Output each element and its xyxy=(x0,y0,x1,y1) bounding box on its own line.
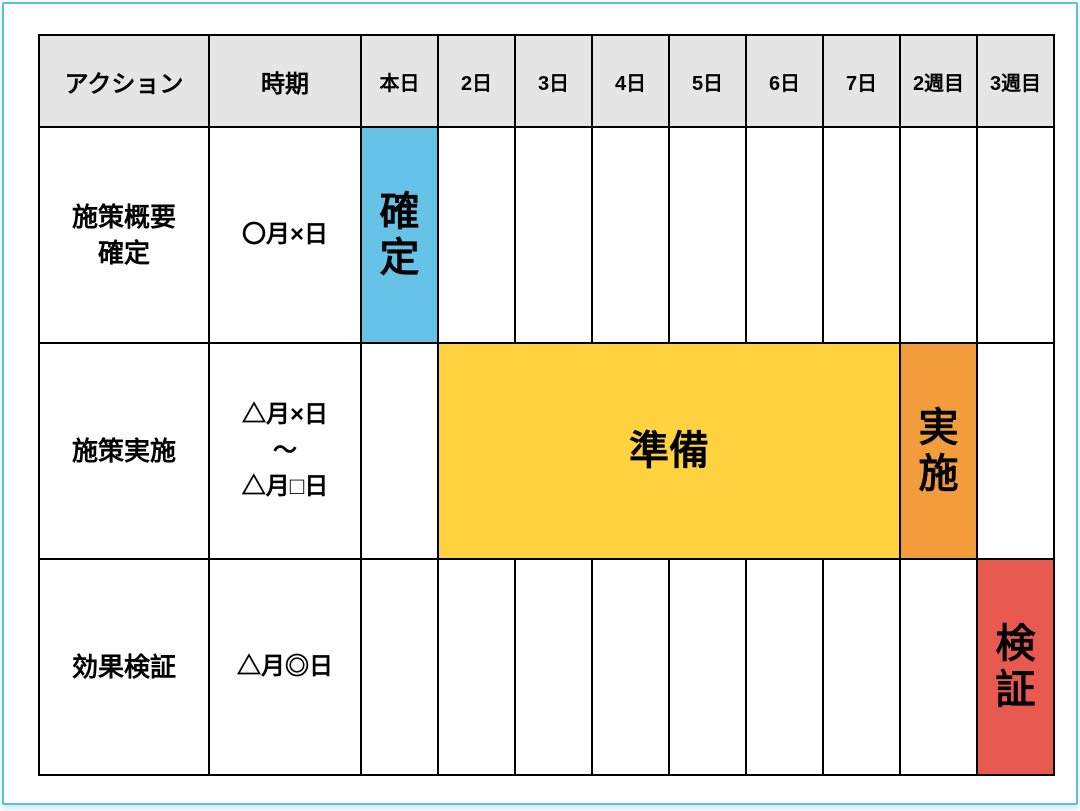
header-day-6: 7日 xyxy=(823,35,900,127)
gantt-block-label: 実施 xyxy=(901,344,976,558)
row-label: 施策実施 xyxy=(39,343,209,559)
time-cell: △月◎日 xyxy=(209,559,361,775)
gantt-block: 準備 xyxy=(438,343,900,559)
header-day-4: 5日 xyxy=(669,35,746,127)
empty-cell xyxy=(669,559,746,775)
empty-cell xyxy=(361,343,438,559)
empty-cell xyxy=(900,127,977,343)
empty-cell xyxy=(515,127,592,343)
header-time: 時期 xyxy=(209,35,361,127)
header-day-8: 3週目 xyxy=(977,35,1054,127)
empty-cell xyxy=(823,127,900,343)
header-day-3: 4日 xyxy=(592,35,669,127)
outer-frame: アクション 時期 本日 2日 3日 4日 5日 6日 7日 2週目 3週目 施策… xyxy=(2,2,1078,805)
table-container: アクション 時期 本日 2日 3日 4日 5日 6日 7日 2週目 3週目 施策… xyxy=(4,4,1076,803)
row-label: 効果検証 xyxy=(39,559,209,775)
table-row: 施策概要確定〇月×日確定 xyxy=(39,127,1054,343)
time-cell: △月×日〜△月□日 xyxy=(209,343,361,559)
gantt-block-label: 確定 xyxy=(362,128,437,342)
time-cell: 〇月×日 xyxy=(209,127,361,343)
empty-cell xyxy=(361,559,438,775)
header-row: アクション 時期 本日 2日 3日 4日 5日 6日 7日 2週目 3週目 xyxy=(39,35,1054,127)
empty-cell xyxy=(746,127,823,343)
header-day-7: 2週目 xyxy=(900,35,977,127)
header-day-5: 6日 xyxy=(746,35,823,127)
gantt-block: 検証 xyxy=(977,559,1054,775)
empty-cell xyxy=(746,559,823,775)
table-row: 施策実施△月×日〜△月□日準備実施 xyxy=(39,343,1054,559)
empty-cell xyxy=(438,127,515,343)
empty-cell xyxy=(900,559,977,775)
empty-cell xyxy=(515,559,592,775)
gantt-block: 確定 xyxy=(361,127,438,343)
empty-cell xyxy=(977,127,1054,343)
table-row: 効果検証△月◎日 検証 xyxy=(39,559,1054,775)
empty-cell xyxy=(592,127,669,343)
gantt-block-label: 準備 xyxy=(439,344,899,558)
empty-cell xyxy=(823,559,900,775)
row-label: 施策概要確定 xyxy=(39,127,209,343)
header-day-1: 2日 xyxy=(438,35,515,127)
gantt-block: 実施 xyxy=(900,343,977,559)
gantt-block-label: 検証 xyxy=(978,560,1053,774)
header-action: アクション xyxy=(39,35,209,127)
empty-cell xyxy=(592,559,669,775)
schedule-table: アクション 時期 本日 2日 3日 4日 5日 6日 7日 2週目 3週目 施策… xyxy=(38,34,1055,776)
empty-cell xyxy=(669,127,746,343)
header-day-0: 本日 xyxy=(361,35,438,127)
table-body: 施策概要確定〇月×日確定施策実施△月×日〜△月□日準備実施効果検証△月◎日検証 xyxy=(39,127,1054,775)
header-day-2: 3日 xyxy=(515,35,592,127)
empty-cell xyxy=(438,559,515,775)
empty-cell xyxy=(977,343,1054,559)
